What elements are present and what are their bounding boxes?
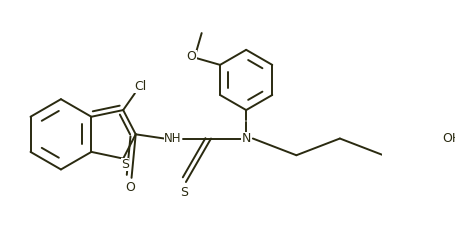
Text: NH: NH <box>163 132 181 145</box>
Text: S: S <box>180 185 188 199</box>
Text: OH: OH <box>441 132 455 145</box>
Text: S: S <box>121 158 129 171</box>
Text: N: N <box>241 132 250 145</box>
Text: O: O <box>125 181 135 194</box>
Text: Cl: Cl <box>133 80 146 93</box>
Text: O: O <box>186 50 196 63</box>
